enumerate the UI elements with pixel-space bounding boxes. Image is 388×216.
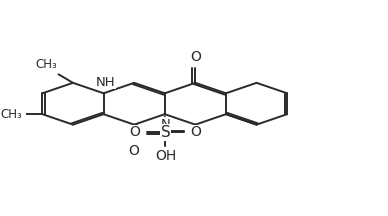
Text: O: O (191, 125, 202, 139)
Text: CH₃: CH₃ (35, 58, 57, 71)
Text: N: N (161, 118, 171, 131)
Text: O: O (129, 125, 140, 139)
Text: O: O (129, 144, 140, 158)
Text: OH: OH (155, 149, 176, 163)
Text: NH: NH (95, 76, 115, 89)
Text: O: O (190, 50, 201, 64)
Text: S: S (161, 125, 170, 140)
Text: CH₃: CH₃ (1, 108, 23, 121)
